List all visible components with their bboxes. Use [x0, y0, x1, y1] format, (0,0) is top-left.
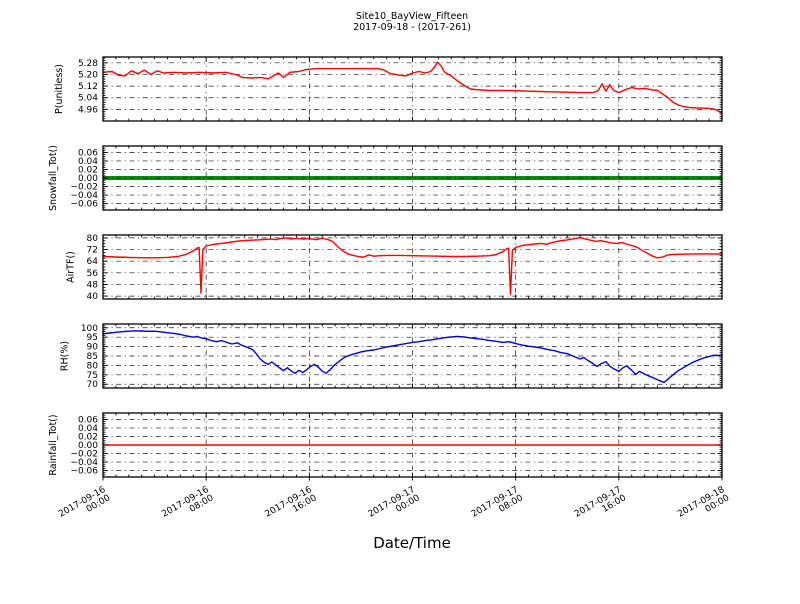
y-tick-label: 100 — [81, 324, 98, 334]
x-tick-label: 2017-09-1608:00 — [160, 485, 215, 528]
gridlines — [102, 324, 723, 388]
y-tick-label: 48 — [87, 280, 99, 290]
y-tick-label: 0.02 — [78, 432, 98, 442]
y-tick-labels: 0.060.040.020.00−0.02−0.04−0.06 — [70, 148, 98, 209]
y-axis-label-airtf: AirTF() — [65, 251, 76, 283]
panel-rainfall-tot: 0.060.040.020.00−0.02−0.04−0.06 Rainfall_… — [48, 412, 723, 481]
x-tick-label: 2017-09-1800:00 — [676, 485, 731, 528]
panel-frame — [102, 56, 723, 122]
subplot-stack: 5.285.205.125.044.96P(unitless)0.060.040… — [48, 56, 731, 528]
x-tick-label: 2017-09-1616:00 — [264, 485, 319, 528]
y-tick-label: −0.04 — [70, 458, 98, 468]
x-tick-label: 2017-09-1708:00 — [470, 485, 525, 528]
panel-snowfall-tot: 0.060.040.020.00−0.02−0.04−0.06 Snowfall_… — [48, 145, 723, 211]
y-tick-label: 80 — [87, 234, 99, 244]
y-tick-label: 5.20 — [78, 70, 98, 80]
y-tick-label: 4.96 — [78, 105, 98, 115]
y-tick-label: 5.12 — [78, 82, 98, 92]
y-tick-label: 0.02 — [78, 165, 98, 175]
x-tick-label: 2017-09-1716:00 — [573, 485, 628, 528]
y-tick-label: −0.06 — [70, 467, 98, 477]
y-tick-label: 0.00 — [78, 441, 98, 451]
chart-subtitle: 2017-09-18 - (2017-261) — [353, 22, 471, 33]
panel-frame — [102, 412, 723, 478]
y-tick-labels: 5.285.20 5.12 5.044.96 — [78, 59, 98, 116]
y-tick-label: −0.02 — [70, 183, 98, 193]
panel-frame — [102, 323, 723, 389]
y-tick-labels: 0.060.040.020.00−0.02−0.04−0.06 — [70, 415, 98, 476]
x-tick-labels: 2017-09-1600:00 2017-09-1608:00 2017-09-16… — [57, 485, 731, 528]
y-tick-label: 85 — [87, 352, 98, 362]
y-tick-label: 0.00 — [78, 174, 98, 184]
panel-p-unitless: 5.285.20 5.12 5.044.96 P(unitless) — [54, 56, 723, 122]
data-line-rh — [102, 330, 723, 384]
y-axis-label-rainfall-tot: Rainfall_Tot() — [48, 414, 59, 475]
y-axis-label-rh: RH(%) — [60, 341, 71, 371]
y-tick-label: 64 — [87, 257, 99, 267]
y-tick-label: 0.06 — [78, 415, 98, 425]
panel-frame — [102, 145, 723, 211]
y-tick-label: 5.04 — [78, 94, 98, 104]
y-tick-label: 80 — [87, 361, 99, 371]
y-tick-label: 90 — [87, 343, 99, 353]
x-axis-label: Date/Time — [373, 534, 451, 552]
x-tick-label: 2017-09-1700:00 — [367, 485, 422, 528]
data-line-p-unitless — [102, 61, 723, 114]
y-tick-label: −0.04 — [70, 191, 98, 201]
data-line-airtf — [102, 236, 723, 296]
gridlines — [102, 146, 723, 210]
y-tick-label: 70 — [87, 380, 99, 390]
y-tick-label: 40 — [87, 292, 99, 302]
y-tick-label: 0.04 — [78, 424, 98, 434]
panel-frame — [102, 234, 723, 300]
y-tick-label: 75 — [87, 371, 98, 381]
y-tick-label: −0.06 — [70, 200, 98, 210]
y-tick-label: 56 — [87, 269, 99, 279]
chart-title: Site10_BayView_Fifteen — [356, 11, 468, 22]
y-tick-label: 0.04 — [78, 157, 98, 167]
y-axis-label-snowfall-tot: Snowfall_Tot() — [48, 145, 59, 211]
y-tick-label: 5.28 — [78, 59, 98, 69]
y-tick-label: 72 — [87, 246, 98, 256]
y-tick-label: −0.02 — [70, 450, 98, 460]
x-tick-label: 2017-09-1600:00 — [57, 485, 112, 528]
y-tick-label: 0.06 — [78, 148, 98, 158]
y-axis-label-p-unitless: P(unitless) — [54, 64, 65, 114]
y-tick-label: 95 — [87, 333, 98, 343]
